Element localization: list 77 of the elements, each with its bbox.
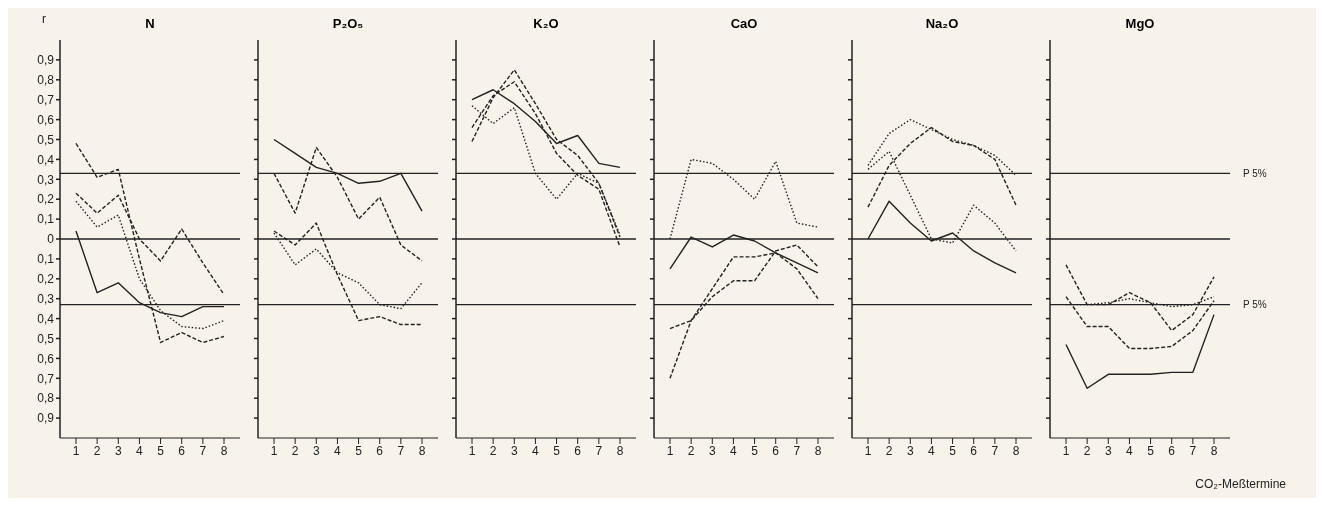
x-tick-label: 3 [312,443,320,458]
x-tick-label: 1 [270,443,278,458]
y-tick-label: 0,1 [37,252,55,267]
y-tick-label: 0,5 [37,132,55,147]
y-tick-label: 0,6 [37,112,55,127]
x-axis-title: CO₂-Meßtermine [1195,477,1287,491]
x-tick-label: 2 [291,443,299,458]
x-tick-label: 4 [532,443,540,458]
y-tick-label: 0,3 [37,291,55,306]
x-tick-label: 3 [708,443,716,458]
chart-title: K₂O [532,16,560,31]
x-tick-label: 5 [1147,443,1155,458]
y-tick-label: 0,3 [37,172,55,187]
x-tick-label: 7 [1189,443,1197,458]
y-axis-title: r [42,11,46,26]
x-tick-label: 1 [1062,443,1070,458]
x-tick-label: 1 [864,443,872,458]
chart-title: Na₂O [924,16,960,31]
x-tick-label: 3 [114,443,122,458]
x-tick-label: 7 [397,443,405,458]
x-tick-label: 8 [1210,443,1218,458]
x-tick-label: 7 [991,443,999,458]
x-tick-label: 7 [199,443,207,458]
x-tick-label: 8 [418,443,426,458]
x-tick-label: 5 [751,443,759,458]
x-tick-label: 4 [334,443,342,458]
x-tick-label: 4 [928,443,936,458]
x-tick-label: 1 [666,443,674,458]
x-tick-label: 8 [616,443,624,458]
x-tick-label: 8 [814,443,822,458]
x-tick-label: 6 [1168,443,1176,458]
y-tick-label: 0,8 [37,73,55,88]
x-tick-label: 7 [595,443,603,458]
chart-title: N [144,16,156,31]
x-tick-label: 1 [468,443,476,458]
x-tick-label: 8 [1012,443,1020,458]
x-tick-label: 5 [355,443,363,458]
chart-title: MgO [1124,16,1156,31]
x-tick-label: 6 [772,443,780,458]
x-tick-label: 1 [72,443,80,458]
y-tick-label: 0,8 [37,391,55,406]
x-tick-label: 4 [136,443,144,458]
chart-title: P₂O₅ [331,16,365,31]
x-tick-label: 2 [489,443,497,458]
y-tick-label: 0,9 [37,411,55,426]
x-tick-label: 5 [157,443,165,458]
x-tick-label: 6 [574,443,582,458]
x-tick-label: 2 [687,443,695,458]
x-tick-label: 3 [906,443,914,458]
x-tick-label: 3 [510,443,518,458]
x-tick-label: 4 [730,443,738,458]
y-tick-label: 0,9 [37,53,55,68]
x-tick-label: 4 [1126,443,1134,458]
x-tick-label: 2 [93,443,101,458]
y-tick-label: 0,7 [37,92,55,107]
y-tick-label: 0,4 [37,311,55,326]
y-tick-label: 0,1 [37,212,55,227]
x-tick-label: 7 [793,443,801,458]
x-tick-label: 6 [376,443,384,458]
chart-title: CaO [729,16,759,31]
y-tick-label: 0,7 [37,371,55,386]
x-tick-label: 3 [1104,443,1112,458]
ref-line-label: P 5% [1243,167,1267,179]
x-tick-label: 6 [970,443,978,458]
y-tick-label: 0 [47,232,55,247]
y-tick-label: 0,6 [37,351,55,366]
y-tick-label: 0,4 [37,152,55,167]
y-tick-label: 0,5 [37,331,55,346]
x-tick-label: 2 [885,443,893,458]
x-tick-label: 6 [178,443,186,458]
x-tick-label: 2 [1083,443,1091,458]
y-tick-label: 0,2 [37,272,55,287]
x-tick-label: 8 [220,443,228,458]
x-tick-label: 5 [553,443,561,458]
x-tick-label: 5 [949,443,957,458]
y-tick-label: 0,2 [37,192,55,207]
ref-line-label: P 5% [1243,299,1267,311]
